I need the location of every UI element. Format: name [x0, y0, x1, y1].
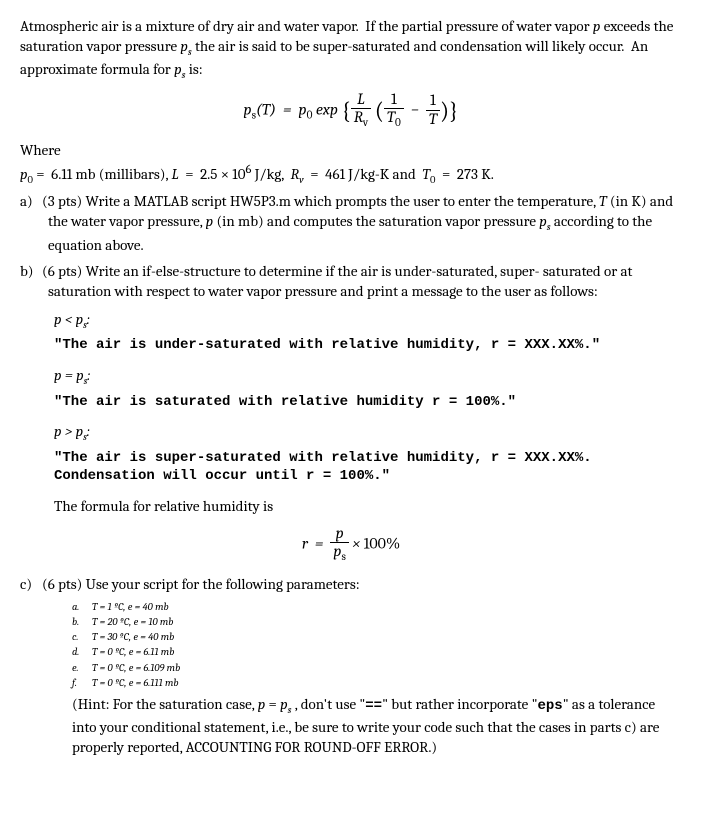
case-super-cond: p > ps: — [54, 421, 682, 444]
subitem-c: c.T = 30 ºC, e = 40 mb — [98, 630, 682, 644]
part-c: c)(6 pts) Use your script for the follow… — [48, 574, 682, 594]
subitem-e: e.T = 0 ºC, e = 6.109 mb — [98, 661, 682, 675]
part-b-label: b) — [20, 261, 42, 281]
rh-formula-label: The formula for relative humidity is — [54, 496, 682, 516]
part-b: b)(6 pts) Write an if-else-structure to … — [48, 261, 682, 302]
part-c-label: c) — [20, 574, 42, 594]
subitem-d: d.T = 0 ºC, e = 6.11 mb — [98, 645, 682, 659]
constants-line: p0 = 6.11 mb (millibars), L = 2.5 × 106 … — [20, 162, 682, 187]
part-a: a)(3 pts) Write a MATLAB script HW5P3.m … — [48, 191, 682, 255]
part-c-sublist: a.T = 1 ºC, e = 40 mb b.T = 20 ºC, e = 1… — [20, 600, 682, 690]
case-super-msg: "The air is super-saturated with relativ… — [54, 449, 682, 487]
where-label: Where — [20, 140, 682, 160]
subitem-b: b.T = 20 ºC, e = 10 mb — [98, 615, 682, 629]
case-sat-msg: "The air is saturated with relative humi… — [54, 393, 682, 412]
intro-paragraph: Atmospheric air is a mixture of dry air … — [20, 16, 682, 83]
subitem-f: f.T = 0 ºC, e = 6.111 mb — [98, 676, 682, 690]
formula-rh: r = pps × 100% — [20, 525, 682, 564]
case-under-cond: p < ps: — [54, 309, 682, 332]
part-c-text: (6 pts) Use your script for the followin… — [42, 575, 360, 593]
subitem-a: a.T = 1 ºC, e = 40 mb — [98, 600, 682, 614]
case-sat-cond: p = ps: — [54, 365, 682, 388]
case-under-msg: "The air is under-saturated with relativ… — [54, 336, 682, 355]
part-a-label: a) — [20, 191, 42, 211]
formula-ps: ps(T) = p0 exp {LRv (1T0 − 1T)} — [20, 91, 682, 130]
hint-text: (Hint: For the saturation case, p = ps ,… — [72, 694, 682, 758]
